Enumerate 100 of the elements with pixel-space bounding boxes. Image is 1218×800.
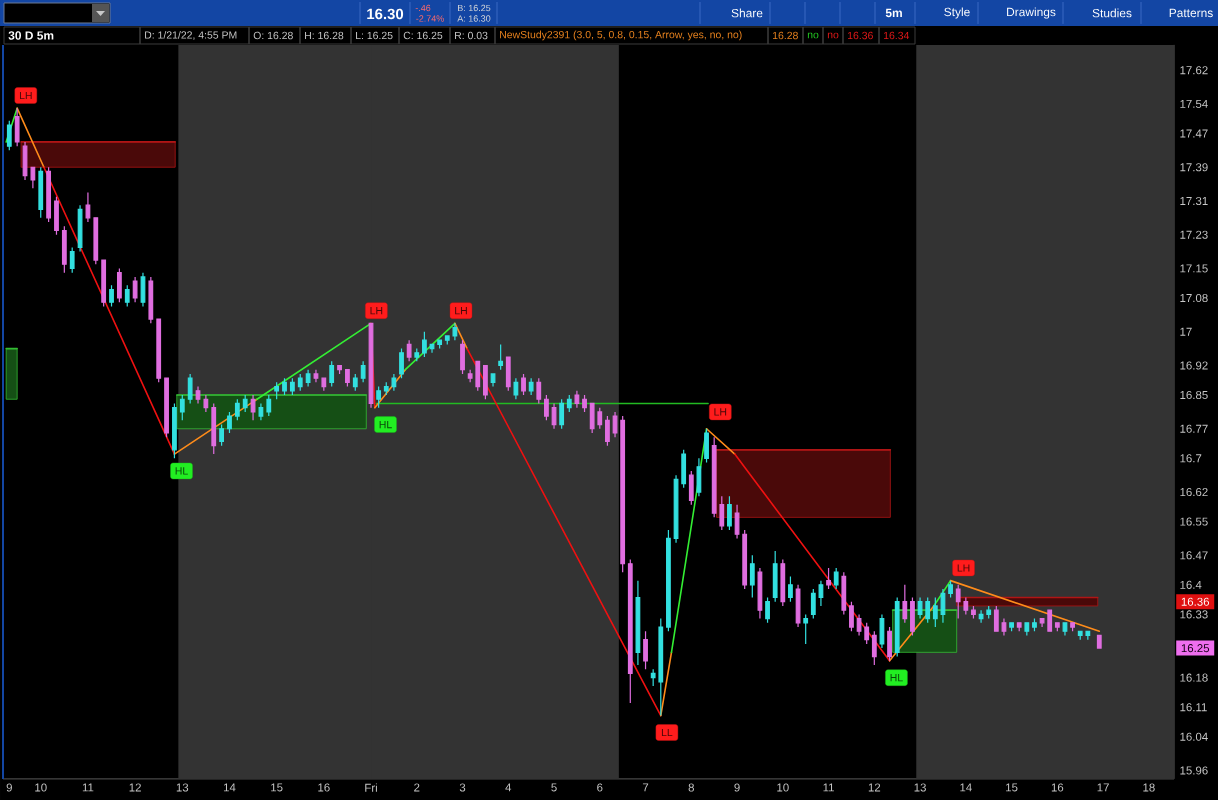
y-tick-label: 16.18 [1180, 673, 1208, 682]
candlestick [46, 166, 52, 223]
annotation: 16.25 [1181, 644, 1210, 653]
candlestick [14, 107, 20, 147]
x-tick-label: 10 [35, 783, 47, 792]
x-tick-label: 8 [688, 783, 694, 792]
y-tick-label: 16.04 [1180, 732, 1208, 741]
candlestick [195, 385, 201, 405]
x-tick-label: 12 [129, 783, 141, 792]
candlestick [643, 630, 648, 670]
data-label: LH [714, 408, 727, 416]
candlestick [391, 373, 397, 392]
candlestick [164, 377, 169, 438]
candlestick [910, 596, 915, 637]
candlestick [38, 166, 44, 219]
candlestick [528, 377, 534, 396]
candlestick [666, 529, 671, 632]
y-tick-label: 15.96 [1180, 766, 1208, 775]
candlestick [505, 356, 511, 392]
candlestick [1032, 617, 1037, 632]
candlestick [258, 402, 264, 421]
candlestick [274, 381, 280, 400]
y-tick-label: 16.92 [1180, 361, 1208, 370]
candlestick [696, 457, 702, 497]
candlestick [658, 617, 664, 717]
text: L: 16.25 [356, 31, 393, 40]
candlestick [704, 428, 709, 464]
candlestick [841, 571, 847, 615]
candlestick [650, 668, 656, 687]
candlestick [250, 394, 256, 421]
x-tick-label: 16 [1051, 783, 1064, 792]
candlestick [1009, 622, 1014, 632]
candlestick [986, 605, 992, 620]
candlestick [513, 377, 519, 400]
candlestick [833, 567, 839, 590]
candlestick [559, 398, 565, 430]
candlestick [681, 449, 687, 489]
candlestick [955, 584, 961, 620]
x-tick-label: 4 [505, 783, 512, 792]
text: no [827, 32, 839, 39]
x-tick-label: 14 [960, 783, 972, 792]
candlestick [589, 402, 595, 434]
candlestick [1085, 630, 1091, 641]
candlestick [971, 605, 976, 620]
candlestick [864, 622, 870, 645]
candlestick [219, 423, 225, 447]
y-tick-label: 16.77 [1180, 424, 1208, 433]
candlestick [467, 369, 473, 383]
candlestick [765, 596, 770, 624]
candlestick [289, 377, 295, 396]
candlestick [282, 377, 287, 396]
x-tick-label: 9 [6, 783, 12, 792]
y-tick-label: 17.23 [1180, 230, 1208, 239]
x-tick-label: 10 [777, 783, 789, 792]
candlestick [727, 495, 732, 531]
y-tick-label: 16.55 [1180, 517, 1208, 526]
candlestick [444, 335, 450, 345]
candlestick [1024, 622, 1030, 637]
candlestick [566, 394, 572, 413]
candlestick [227, 411, 232, 434]
candlestick [234, 398, 240, 421]
candlestick [77, 204, 83, 253]
candlestick [780, 558, 786, 607]
candlestick [242, 394, 248, 413]
candlestick [475, 360, 481, 392]
candlestick [132, 276, 138, 303]
candlestick [856, 613, 862, 637]
candlestick [788, 575, 793, 603]
candlestick [116, 267, 122, 303]
candlestick [993, 605, 999, 632]
candlestick [1070, 622, 1075, 632]
candlestick [109, 284, 114, 308]
text: B: 16.25 [458, 4, 491, 12]
candlestick [406, 339, 412, 362]
candlestick [313, 369, 319, 383]
x-tick-label: 9 [734, 783, 740, 792]
candlestick [437, 339, 443, 350]
candlestick [826, 567, 831, 590]
candlestick [266, 394, 272, 417]
text: Drawings [1007, 7, 1056, 19]
candlestick [187, 373, 193, 405]
data-label: HL [379, 420, 392, 429]
candlestick [93, 217, 99, 265]
candlestick [421, 331, 427, 358]
candlestick [597, 407, 603, 430]
x-tick-label: 2 [414, 783, 420, 792]
x-tick-label: 18 [1143, 783, 1155, 792]
candlestick [498, 343, 504, 371]
x-tick-label: 5 [551, 783, 557, 792]
x-tick-label: 15 [271, 783, 283, 792]
y-tick-label: 17.31 [1180, 196, 1208, 206]
candlestick [203, 394, 209, 413]
y-tick-label: 16.47 [1180, 551, 1208, 560]
candlestick [818, 580, 824, 607]
x-tick-label: 11 [82, 783, 94, 792]
candlestick [605, 415, 610, 447]
candlestick [490, 373, 496, 388]
candlestick [1039, 617, 1045, 628]
candlestick [574, 390, 580, 409]
text: A: 16.30 [457, 15, 491, 22]
